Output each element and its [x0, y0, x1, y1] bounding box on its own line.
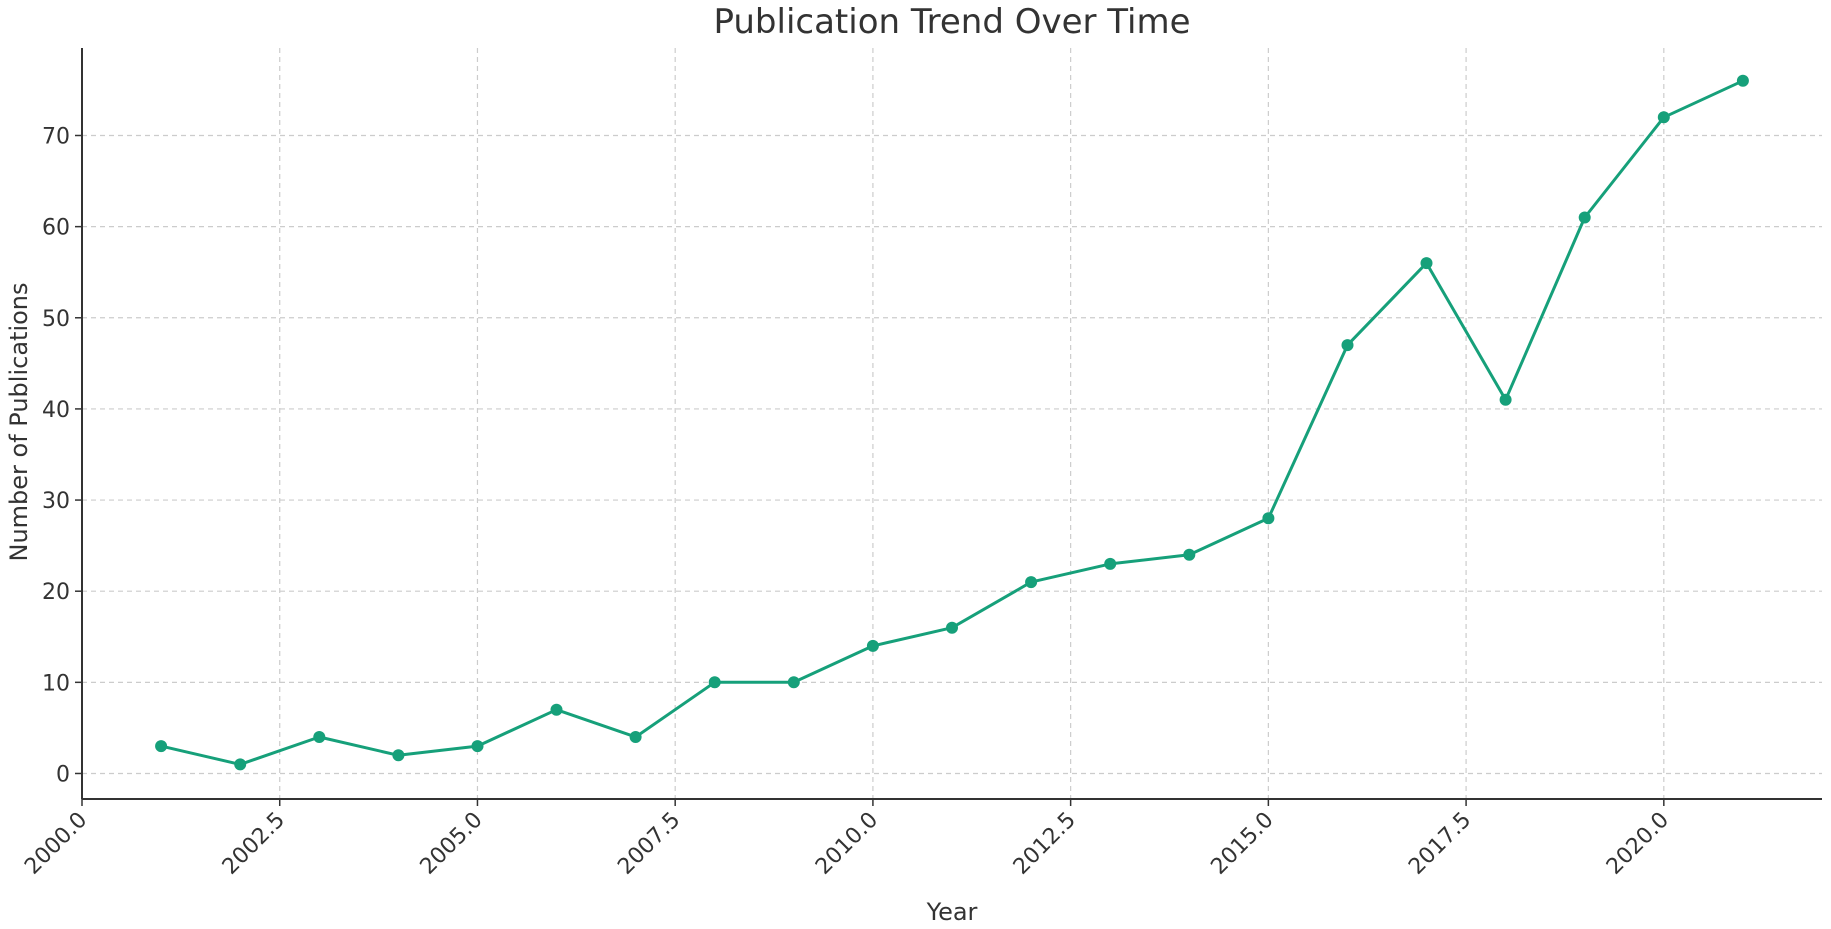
x-tick-label: 2000.0: [20, 808, 92, 880]
data-point: [1420, 257, 1433, 270]
series: [155, 74, 1749, 771]
data-point: [313, 731, 326, 743]
x-tick-label: 2010.0: [811, 808, 883, 880]
y-tick-label: 70: [42, 124, 70, 149]
grid-lines: [81, 48, 1822, 799]
y-tick-label: 50: [42, 307, 70, 332]
x-axis-label: Year: [926, 898, 978, 926]
data-point: [1025, 576, 1038, 589]
data-point: [1183, 548, 1196, 561]
data-point: [234, 758, 247, 771]
data-point: [1262, 512, 1275, 525]
y-axis-label: Number of Publications: [5, 282, 33, 561]
data-point: [550, 703, 563, 716]
x-tick-label: 2015.0: [1206, 808, 1278, 880]
data-point: [471, 740, 484, 753]
chart-title: Publication Trend Over Time: [713, 2, 1190, 42]
y-tick-label: 20: [42, 580, 70, 605]
series-line: [159, 79, 1745, 766]
ticks: 2000.0 2002.5 2005.0 2007.5 2010.0 2012.5 2015…: [20, 124, 1674, 879]
data-point: [1499, 393, 1512, 406]
data-point: [1657, 111, 1670, 124]
x-tick-label: 2007.5: [613, 808, 685, 880]
x-tick-label: 2012.5: [1009, 808, 1081, 880]
data-point: [1578, 211, 1591, 224]
data-point: [1341, 339, 1354, 352]
y-tick-label: 0: [56, 762, 70, 787]
y-tick-label: 30: [42, 489, 70, 514]
y-tick-label: 60: [42, 216, 70, 241]
data-point: [946, 621, 958, 634]
data-point: [155, 740, 168, 753]
x-tick-label: 2002.5: [218, 808, 290, 880]
x-tick-label: 2005.0: [416, 808, 488, 880]
data-point: [392, 749, 405, 762]
x-tick-label: 2020.0: [1602, 808, 1674, 880]
data-point: [866, 639, 879, 652]
y-tick-label: 40: [42, 398, 70, 423]
data-point: [787, 676, 800, 689]
axes: [81, 48, 1822, 800]
data-point: [708, 676, 721, 689]
data-point: [629, 731, 642, 743]
y-tick-label: 10: [42, 671, 70, 696]
x-tick-label: 2017.5: [1404, 808, 1476, 880]
data-point: [1736, 74, 1749, 87]
data-point: [1104, 557, 1117, 570]
